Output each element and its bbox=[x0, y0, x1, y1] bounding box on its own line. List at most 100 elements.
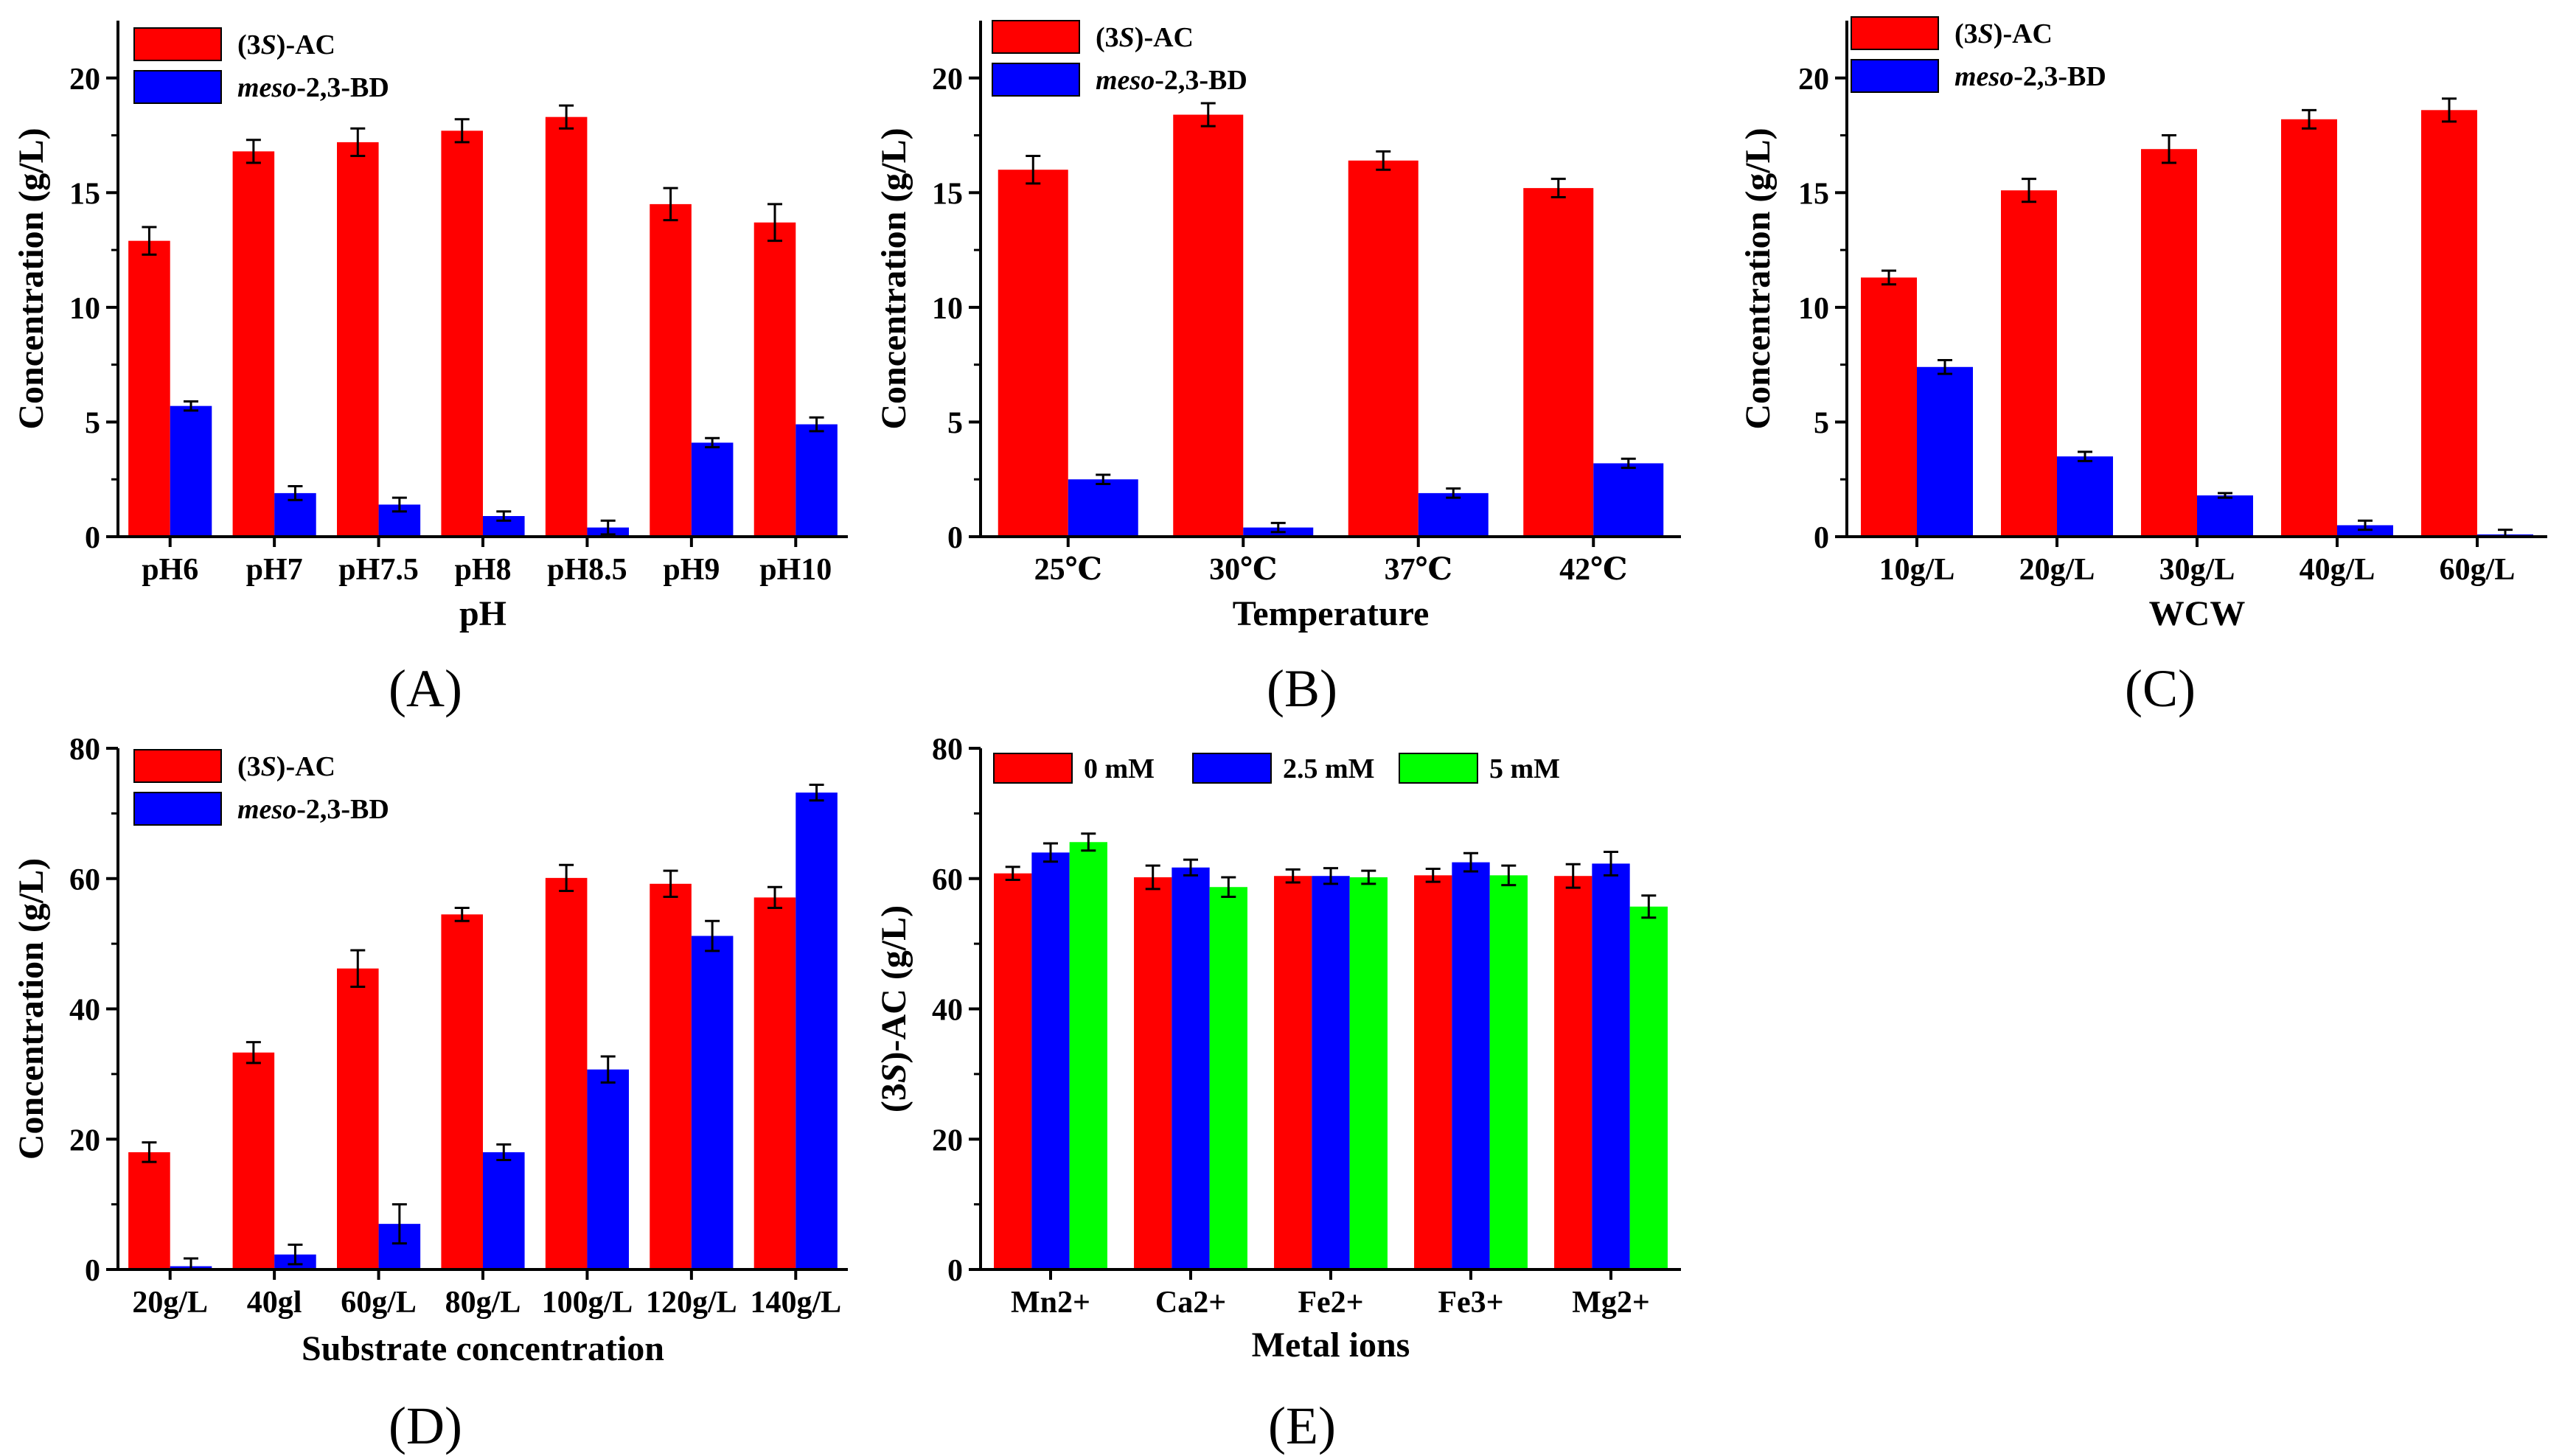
y-tick-label: 10 bbox=[69, 292, 100, 326]
legend: (3S)-AC meso-2,3-BD bbox=[133, 749, 389, 826]
x-tick-label: 20g/L bbox=[2019, 553, 2095, 587]
y-tick-label: 0 bbox=[85, 521, 100, 555]
x-tick-label: 60g/L bbox=[341, 1286, 417, 1320]
bar bbox=[1069, 842, 1107, 1269]
x-tick-label: Fe2+ bbox=[1298, 1286, 1363, 1320]
y-tick-label: 0 bbox=[85, 1254, 100, 1288]
x-tick-label: 30℃ bbox=[1209, 553, 1277, 587]
bar bbox=[2337, 525, 2393, 537]
bar bbox=[483, 1152, 525, 1269]
bar bbox=[691, 936, 734, 1269]
chart-panel-5: 0 20 40 60 80 Mn2+ Ca2+ Fe2+ Fe3+ Mg2+ Metal ions (… bbox=[874, 733, 1681, 1455]
y-tick-label: 20 bbox=[932, 1124, 963, 1157]
x-axis-title: Substrate concentration bbox=[302, 1329, 664, 1368]
bar bbox=[753, 222, 796, 537]
bar bbox=[1418, 492, 1489, 537]
y-axis-title: (3S)-AC (g/L) bbox=[874, 905, 913, 1112]
bar bbox=[1173, 114, 1244, 537]
x-tick-label: 80g/L bbox=[445, 1286, 521, 1320]
bar bbox=[753, 897, 796, 1269]
legend-swatch bbox=[133, 792, 222, 826]
y-axis-title: Concentration (g/L) bbox=[12, 858, 51, 1160]
legend-swatch bbox=[1192, 753, 1272, 784]
bar bbox=[1554, 876, 1592, 1269]
bar bbox=[1917, 366, 1973, 537]
bar bbox=[545, 877, 588, 1269]
y-tick-label: 10 bbox=[932, 292, 963, 326]
legend-swatch bbox=[1851, 16, 1939, 50]
x-tick-label: 20g/L bbox=[132, 1286, 208, 1320]
y-tick-label: 15 bbox=[932, 177, 963, 211]
y-tick-label: 40 bbox=[69, 994, 100, 1028]
legend-label: (3S)-AC bbox=[1954, 18, 2053, 49]
y-tick-label: 0 bbox=[947, 1254, 963, 1288]
bar bbox=[1349, 877, 1388, 1269]
x-tick-label: 40gl bbox=[247, 1286, 302, 1320]
x-tick-label: pH7.5 bbox=[338, 553, 419, 587]
x-axis-title: pH bbox=[459, 594, 507, 633]
bar bbox=[1312, 876, 1350, 1269]
bar bbox=[2057, 456, 2113, 537]
x-tick-label: Ca2+ bbox=[1155, 1286, 1226, 1320]
x-tick-label: pH6 bbox=[142, 553, 198, 587]
legend: (3S)-AC meso-2,3-BD bbox=[1851, 16, 2106, 93]
y-tick-label: 10 bbox=[1798, 292, 1829, 326]
y-tick-label: 15 bbox=[69, 177, 100, 211]
bar bbox=[998, 170, 1068, 537]
x-tick-label: 10g/L bbox=[1879, 553, 1955, 587]
x-tick-label: Mg2+ bbox=[1572, 1286, 1650, 1320]
y-tick-label: 15 bbox=[1798, 177, 1829, 211]
panel-label: (C) bbox=[2125, 659, 2196, 718]
x-tick-label: 60g/L bbox=[2440, 553, 2516, 587]
chart-panel-3: 0 5 10 15 20 10g/L 20g/L 30g/L 40g/L 60g/L WCW Conc… bbox=[1738, 16, 2547, 718]
legend-label: meso-2,3-BD bbox=[1096, 65, 1247, 96]
y-axis-title: Concentration (g/L) bbox=[1738, 128, 1778, 429]
bar bbox=[1861, 277, 1917, 537]
y-tick-label: 20 bbox=[69, 63, 100, 97]
x-tick-label: pH9 bbox=[663, 553, 720, 587]
bar bbox=[441, 914, 483, 1269]
bar bbox=[1031, 852, 1070, 1269]
legend-swatch bbox=[133, 70, 222, 104]
y-tick-label: 40 bbox=[932, 994, 963, 1028]
bar bbox=[1209, 887, 1247, 1269]
legend-label: meso-2,3-BD bbox=[237, 72, 389, 103]
x-tick-label: 37℃ bbox=[1385, 553, 1452, 587]
bar bbox=[1274, 876, 1312, 1269]
legend-swatch bbox=[993, 753, 1073, 784]
bar bbox=[232, 1052, 275, 1269]
bar bbox=[1489, 875, 1528, 1269]
y-tick-label: 20 bbox=[1798, 63, 1829, 97]
x-tick-label: pH8.5 bbox=[547, 553, 627, 587]
legend-swatch bbox=[1851, 59, 1939, 93]
legend: (3S)-AC meso-2,3-BD bbox=[992, 20, 1247, 97]
x-tick-label: pH10 bbox=[759, 553, 832, 587]
x-axis-title: Temperature bbox=[1233, 594, 1430, 633]
bar bbox=[2141, 149, 2197, 537]
x-axis-title: Metal ions bbox=[1252, 1326, 1410, 1365]
bar bbox=[1348, 160, 1419, 537]
bar bbox=[232, 151, 275, 537]
legend-label: (3S)-AC bbox=[237, 751, 335, 782]
y-tick-label: 5 bbox=[1814, 406, 1829, 440]
bar bbox=[337, 142, 379, 537]
legend-label: 5 mM bbox=[1489, 753, 1560, 784]
bar bbox=[1452, 862, 1490, 1269]
bar bbox=[1592, 863, 1630, 1269]
y-axis-title: Concentration (g/L) bbox=[874, 128, 913, 429]
bar bbox=[1414, 875, 1452, 1269]
bar bbox=[2281, 119, 2337, 537]
chart-panel-1: 0 5 10 15 20 pH6 pH7 pH7.5 pH8 pH8.5 pH9 pH10 pH Conc… bbox=[12, 21, 848, 718]
bar bbox=[2197, 495, 2253, 537]
legend-swatch bbox=[133, 749, 222, 783]
y-tick-label: 0 bbox=[947, 521, 963, 555]
bar bbox=[337, 968, 379, 1269]
y-tick-label: 60 bbox=[69, 863, 100, 897]
x-tick-label: pH7 bbox=[246, 553, 303, 587]
bar bbox=[441, 130, 483, 537]
legend-label: meso-2,3-BD bbox=[1954, 61, 2106, 92]
bar bbox=[2421, 110, 2477, 537]
bar bbox=[796, 424, 838, 537]
legend-label: 2.5 mM bbox=[1283, 753, 1375, 784]
